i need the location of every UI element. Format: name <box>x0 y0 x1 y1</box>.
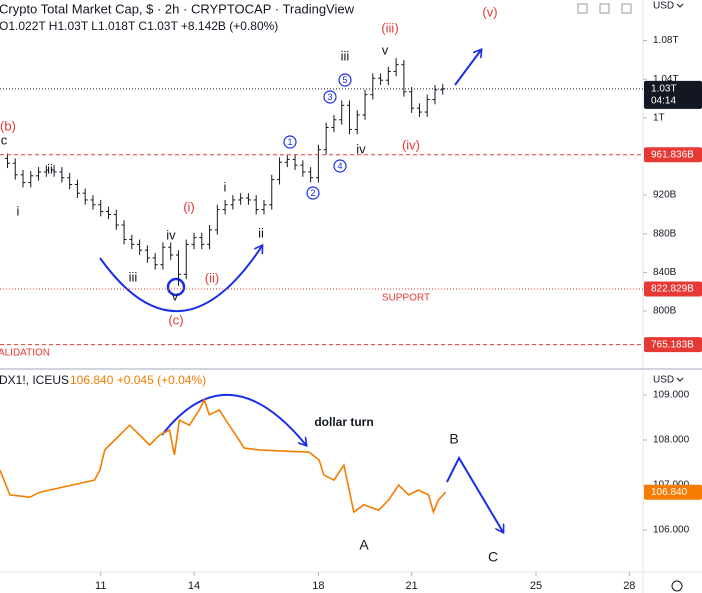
annotation: c <box>1 132 8 147</box>
y-tick-label: 108.000 <box>653 435 690 446</box>
price-label: 106.840 <box>651 487 688 498</box>
annotation: iv <box>166 227 176 242</box>
wave-count: 2 <box>310 188 315 198</box>
wave-circle <box>323 90 337 104</box>
price-label-box <box>644 147 702 163</box>
annotation: iii <box>129 269 138 284</box>
wave-circle <box>283 135 297 149</box>
wave-circle <box>333 159 347 173</box>
annotation: i <box>224 179 227 194</box>
wave-count: 4 <box>337 161 342 171</box>
annotation: (c) <box>168 312 183 327</box>
y-tick-label: 109.000 <box>653 390 690 401</box>
toolbar-icons[interactable] <box>577 3 632 14</box>
annotation: (iii) <box>381 20 398 35</box>
annotation: i <box>17 203 20 218</box>
dxy-legend: 106.840 +0.045 (+0.04%) <box>70 373 206 387</box>
annotation: C <box>488 549 498 565</box>
y-tick-label: 880B <box>653 228 677 239</box>
icon[interactable] <box>599 3 610 14</box>
annotation: (b) <box>0 118 16 133</box>
y-tick-label: 1.08T <box>653 35 679 46</box>
blue-arrow <box>99 246 262 312</box>
blue-arrow <box>454 50 481 86</box>
wave-count: 5 <box>342 75 347 85</box>
x-tick-label: 14 <box>188 580 200 592</box>
y-tick-label: 840B <box>653 267 677 278</box>
annotation: A <box>359 537 369 553</box>
x-tick-label: 18 <box>312 580 324 592</box>
annotation: iii <box>341 48 350 63</box>
annotation: SUPPORT <box>382 293 430 304</box>
icon[interactable] <box>621 3 632 14</box>
low-circle <box>166 277 186 297</box>
price-label-box <box>644 80 702 109</box>
icon[interactable] <box>577 3 588 14</box>
currency-label[interactable]: USD <box>653 375 674 386</box>
price-label-box <box>644 337 702 353</box>
y-tick-label: 800B <box>653 306 677 317</box>
price-label: 765.183B <box>651 339 694 350</box>
annotation: ii <box>258 225 264 240</box>
annotation: (v) <box>482 4 497 19</box>
blue-arrow <box>446 455 503 532</box>
settings-icon[interactable] <box>671 580 683 592</box>
price-label: 822.829B <box>651 284 694 295</box>
annotation: ii <box>47 161 53 176</box>
y-tick-label: 1T <box>653 112 665 123</box>
wave-count: 1 <box>287 137 292 147</box>
price-label-box <box>644 281 702 297</box>
currency-caret[interactable] <box>676 3 684 8</box>
annotation: iv <box>356 141 366 156</box>
currency-label[interactable]: USD <box>653 1 674 12</box>
wave-circle <box>338 73 352 87</box>
wave-circle <box>306 186 320 200</box>
annotation: B <box>449 431 458 447</box>
ohlc-legend: O1.022T H1.03T L1.018T C1.03T +8.142B (+… <box>0 19 278 33</box>
blue-arrow <box>161 393 306 445</box>
dxy-title: DX1!, ICEUS <box>0 373 69 387</box>
annotation: v <box>382 42 389 57</box>
countdown: 04:14 <box>651 96 676 107</box>
price-label: 1.03T <box>651 84 677 95</box>
annotation: dollar turn <box>314 415 373 429</box>
annotation: (i) <box>183 199 195 214</box>
y-tick-label: 1.04T <box>653 74 679 85</box>
price-label-box <box>644 484 702 500</box>
x-tick-label: 25 <box>530 580 542 592</box>
wave-count: 3 <box>327 92 332 102</box>
annotation: VALIDATION <box>0 348 50 359</box>
annotation: (ii) <box>205 270 219 285</box>
y-tick-label: 106.000 <box>653 525 690 536</box>
y-tick-label: 920B <box>653 190 677 201</box>
x-tick-label: 11 <box>95 580 106 592</box>
annotation: (iv) <box>402 137 420 152</box>
annotation: v <box>172 288 179 303</box>
dxy-line <box>0 397 447 515</box>
x-tick-label: 28 <box>623 580 635 592</box>
x-tick-label: 21 <box>406 580 418 592</box>
price-label: 961.836B <box>651 149 694 160</box>
chart-title: Crypto Total Market Cap, $ · 2h · CRYPTO… <box>0 1 355 16</box>
currency-caret[interactable] <box>676 377 684 382</box>
